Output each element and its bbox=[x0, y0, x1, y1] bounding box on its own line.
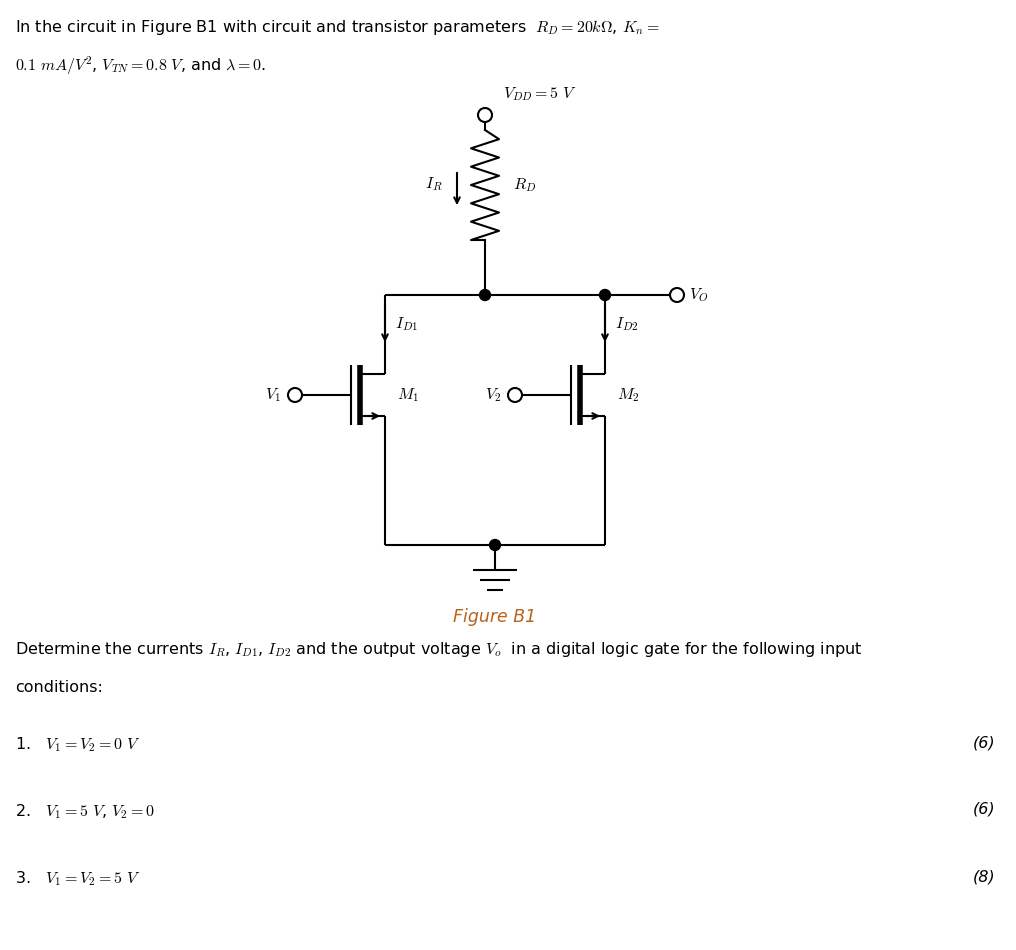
Text: Determine the currents $I_R$, $I_{D1}$, $I_{D2}$ and the output voltage $V_o$  i: Determine the currents $I_R$, $I_{D1}$, … bbox=[15, 640, 863, 659]
Text: $M_2$: $M_2$ bbox=[617, 386, 639, 404]
Circle shape bbox=[599, 290, 611, 300]
Text: $0.1\ mA/V^2$, $V_{TN} = 0.8\ V$, and $\lambda = 0$.: $0.1\ mA/V^2$, $V_{TN} = 0.8\ V$, and $\… bbox=[15, 55, 266, 77]
Text: (8): (8) bbox=[972, 869, 995, 884]
Text: 1.   $V_1 =V_2 = 0\ V$: 1. $V_1 =V_2 = 0\ V$ bbox=[15, 735, 140, 753]
Text: $R_D$: $R_D$ bbox=[513, 176, 536, 194]
Circle shape bbox=[480, 290, 491, 300]
Circle shape bbox=[490, 540, 501, 550]
Text: (6): (6) bbox=[972, 802, 995, 817]
Circle shape bbox=[508, 388, 522, 402]
Text: $V_1$: $V_1$ bbox=[265, 386, 281, 404]
Text: 2.   $V_1 = 5\ V$, $V_2 = 0$: 2. $V_1 = 5\ V$, $V_2 = 0$ bbox=[15, 802, 154, 821]
Text: $V_{DD} = 5\ V$: $V_{DD} = 5\ V$ bbox=[503, 86, 577, 103]
Text: (6): (6) bbox=[972, 735, 995, 750]
Text: $V_2$: $V_2$ bbox=[485, 386, 501, 404]
Text: $I_R$: $I_R$ bbox=[426, 175, 443, 193]
Text: In the circuit in Figure B1 with circuit and transistor parameters  $R_D = 20k\O: In the circuit in Figure B1 with circuit… bbox=[15, 18, 659, 37]
Text: 3.   $V_1 = V_2 = 5\ V$: 3. $V_1 = V_2 = 5\ V$ bbox=[15, 869, 140, 887]
Text: Figure B1: Figure B1 bbox=[453, 608, 536, 626]
Text: conditions:: conditions: bbox=[15, 680, 103, 695]
Text: $V_O$: $V_O$ bbox=[689, 286, 708, 304]
Circle shape bbox=[288, 388, 302, 402]
Text: $M_1$: $M_1$ bbox=[397, 386, 420, 404]
Circle shape bbox=[478, 108, 492, 122]
Circle shape bbox=[670, 288, 684, 302]
Text: $I_{D1}$: $I_{D1}$ bbox=[395, 315, 418, 332]
Text: $I_{D2}$: $I_{D2}$ bbox=[615, 315, 638, 332]
